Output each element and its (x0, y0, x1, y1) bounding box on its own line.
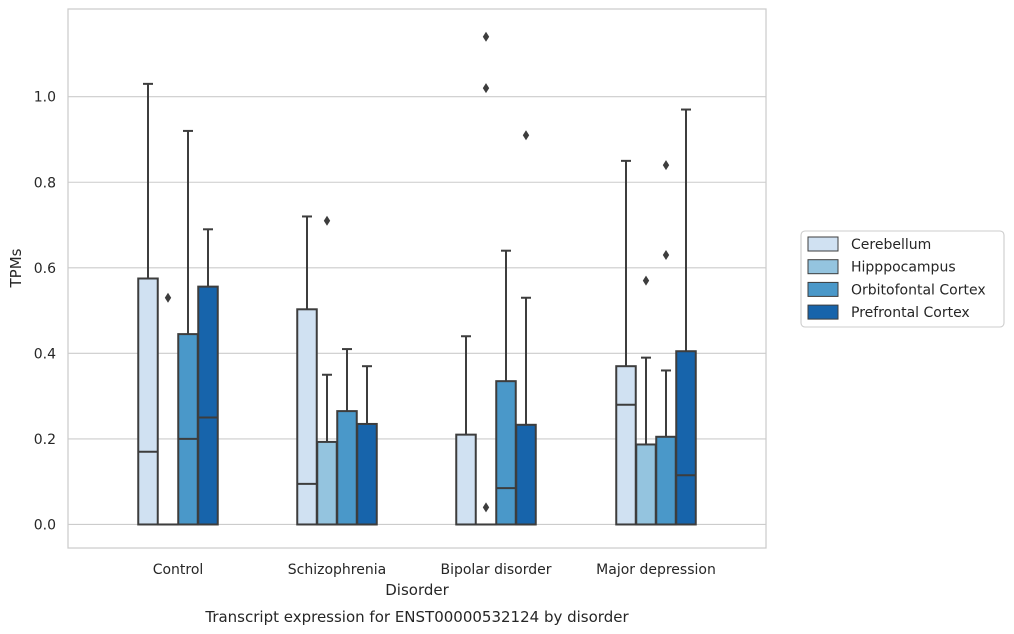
box-prefrontal-cortex (675, 108, 697, 526)
box-hipppocampus (635, 275, 657, 526)
legend-swatch (807, 259, 839, 275)
legend-label: Orbitofontal Cortex (851, 282, 986, 298)
box-body (655, 435, 677, 526)
plot-frame (67, 8, 767, 549)
y-tick-label: 0.4 (34, 346, 56, 362)
outlier-point (642, 275, 650, 286)
box-cerebellum (296, 215, 318, 526)
box-prefrontal-cortex (356, 365, 378, 526)
y-tick-labels: 0.0 0.2 0.4 0.6 0.8 1.0 (34, 90, 56, 534)
box-hipppocampus (316, 215, 338, 526)
box-body (336, 410, 358, 526)
y-axis-label: TPMs (7, 248, 25, 288)
box-cerebellum (137, 82, 159, 526)
box-body (296, 308, 318, 526)
outlier-point (323, 215, 331, 226)
box-body (495, 380, 517, 526)
box-body (316, 440, 338, 526)
box-body (455, 433, 477, 526)
outlier-point (164, 292, 172, 303)
x-tick-label: Major depression (596, 562, 716, 578)
x-axis-label: Disorder (385, 581, 449, 599)
box-orbitofontal-cortex (336, 348, 358, 526)
legend-label: Cerebellum (851, 237, 931, 253)
box-body (615, 365, 637, 526)
box-body (177, 333, 199, 526)
outlier-point (482, 502, 490, 513)
outlier-point (482, 83, 490, 94)
legend-swatch (807, 304, 839, 320)
legend-swatch (807, 281, 839, 297)
chart-caption: Transcript expression for ENST0000053212… (204, 608, 629, 626)
x-tick-labels: Control Schizophrenia Bipolar disorder Majo… (153, 562, 716, 578)
box-cerebellum (455, 335, 477, 526)
box-body (675, 350, 697, 526)
y-tick-label: 1.0 (34, 90, 56, 106)
box-prefrontal-cortex (515, 130, 537, 526)
box-prefrontal-cortex (197, 228, 219, 526)
box-body (515, 423, 537, 526)
outlier-point (482, 31, 490, 42)
box-body (635, 443, 657, 526)
box-orbitofontal-cortex (655, 160, 677, 526)
outlier-point (662, 249, 670, 260)
y-tick-label: 0.0 (34, 517, 56, 533)
y-tick-label: 0.2 (34, 432, 56, 448)
box-body (197, 285, 219, 526)
legend-label: Hipppocampus (851, 260, 956, 276)
outlier-point (522, 130, 530, 141)
legend: Cerebellum Hipppocampus Orbitofontal Corte… (800, 230, 1005, 328)
box-cerebellum (615, 159, 637, 526)
legend-frame (800, 230, 1005, 328)
legend-label: Prefrontal Cortex (851, 305, 970, 321)
y-tick-label: 0.6 (34, 261, 56, 277)
boxes-layer (137, 31, 697, 526)
box-orbitofontal-cortex (495, 249, 517, 526)
legend-swatch (807, 236, 839, 252)
box-body (356, 422, 378, 526)
y-tick-label: 0.8 (34, 175, 56, 191)
outlier-point (662, 160, 670, 171)
x-tick-label: Control (153, 562, 204, 578)
x-tick-label: Schizophrenia (288, 562, 386, 578)
box-hipppocampus (475, 31, 497, 526)
x-tick-label: Bipolar disorder (440, 562, 551, 578)
box-orbitofontal-cortex (177, 129, 199, 526)
box-body (137, 277, 159, 526)
box-hipppocampus (157, 292, 179, 526)
